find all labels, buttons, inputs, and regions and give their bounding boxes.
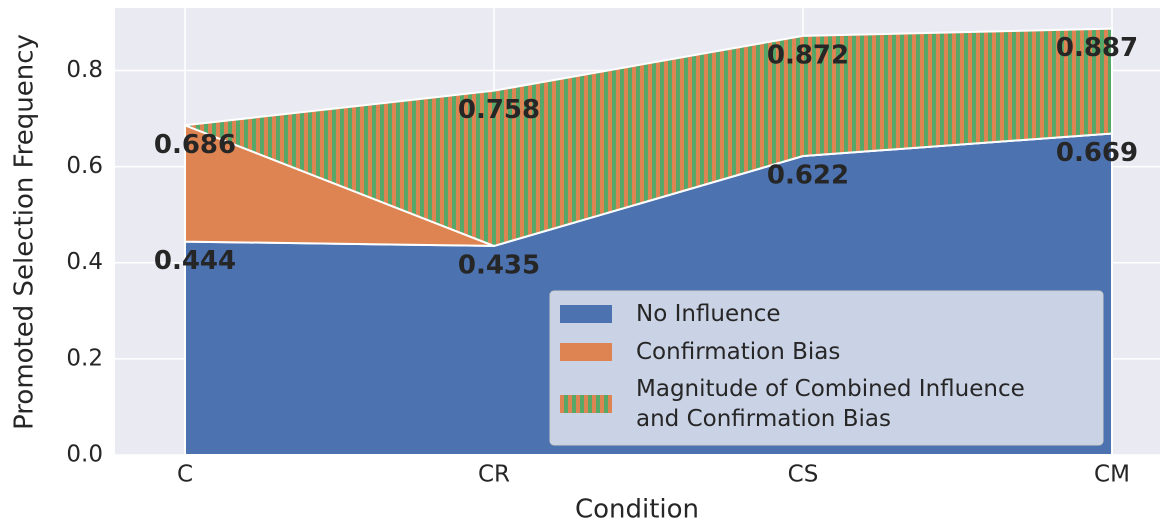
x-tick-label: CM [1094,462,1130,488]
data-label: 0.887 [1056,33,1138,63]
data-label: 0.444 [154,246,236,276]
data-label: 0.669 [1056,138,1138,168]
legend-swatch [560,343,612,361]
y-tick-label: 0.0 [66,442,103,468]
legend-box [549,290,1104,446]
data-label: 0.435 [458,250,540,280]
y-tick-label: 0.8 [66,57,103,83]
legend-swatch [560,395,612,413]
y-axis-label: Promoted Selection Frequency [10,34,40,430]
x-tick-label: C [177,462,193,488]
legend-label: No Influence [636,301,781,327]
data-label: 0.872 [767,40,849,70]
legend-swatch [560,305,612,323]
legend-label: Confirmation Bias [636,339,840,365]
data-label: 0.686 [154,130,236,160]
legend: No Influence Confirmation Bias Magnitude o… [549,290,1104,446]
area [184,27,1113,247]
data-label: 0.758 [458,95,540,125]
data-label: 0.622 [767,161,849,191]
y-tick-label: 0.2 [66,345,103,371]
x-tick-label: CS [788,462,819,488]
x-axis-label: Condition [575,495,699,524]
x-tick-label: CR [478,462,510,488]
y-tick-label: 0.6 [66,153,103,179]
legend-label: Magnitude of Combined Influence and Confi… [636,376,1025,432]
y-tick-label: 0.4 [66,249,103,275]
